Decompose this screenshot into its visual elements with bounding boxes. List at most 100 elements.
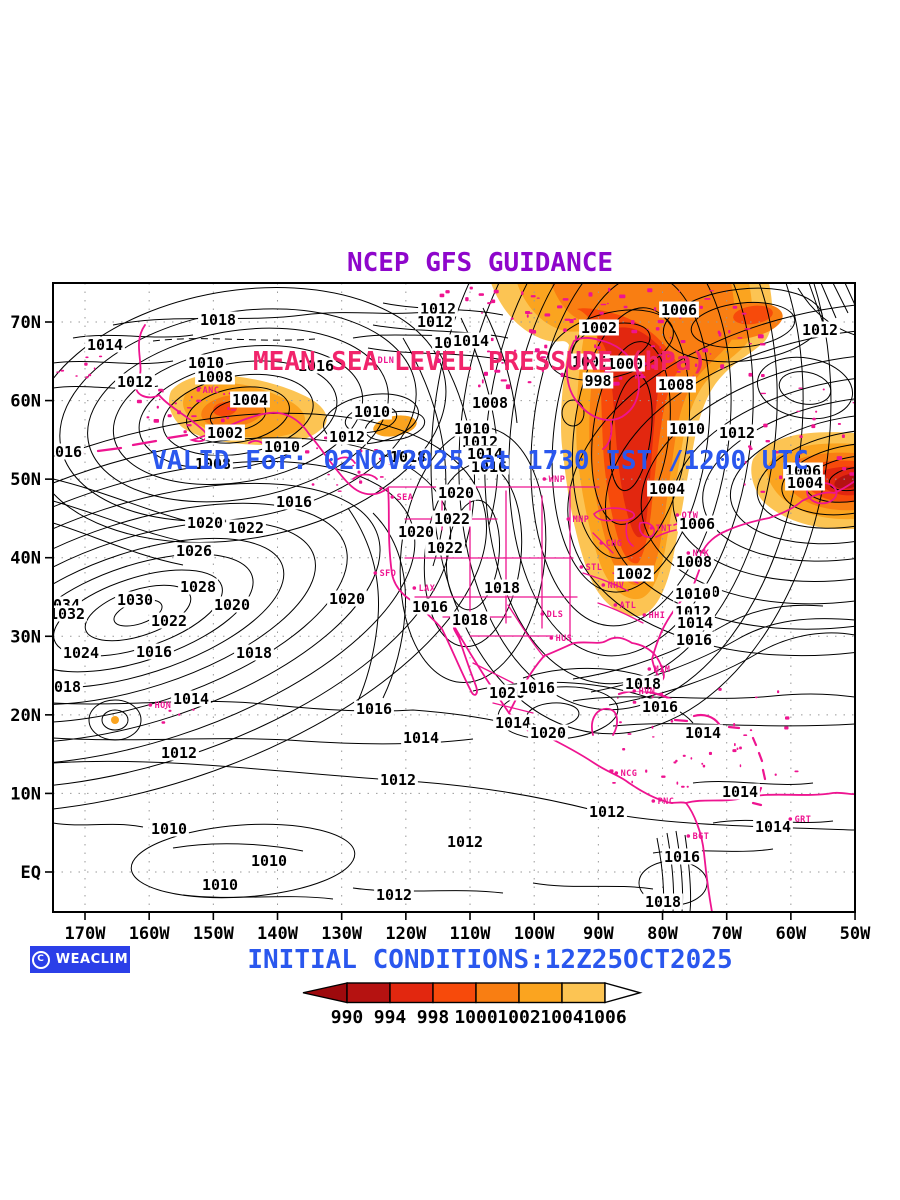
island-speckle [680,340,686,344]
colorbar-tick-label: 1006 [583,1007,626,1028]
isobar-label: 1018 [645,893,681,911]
island-speckle [811,424,816,429]
city-dot [686,834,691,838]
island-speckle [678,290,681,293]
city-dot [412,586,417,590]
island-speckle [655,327,660,331]
island-speckle [627,733,632,735]
isobar-label-box [234,644,274,661]
island-speckle [667,355,670,358]
isobar-label: 1014 [467,445,503,463]
island-speckle [530,295,536,298]
city-label: PNC [658,797,675,807]
valid-time: VALID For: 02NOV2025 at 1730 IST /1200 U… [151,446,809,476]
page-title: NCEP GFS GUIDANCE [346,248,614,278]
island-speckle [622,748,626,751]
isobar-label-box [61,644,101,661]
island-speckle [608,287,611,292]
isobar-label: 1012 [380,771,416,789]
island-speckle [749,343,752,345]
lat-tick-label: 40N [10,549,41,569]
island-speckle [702,764,706,768]
city-dot [579,565,584,569]
city-dot [599,541,604,545]
island-speckle [736,747,739,750]
island-speckle [734,743,736,747]
isobar-label-box [354,700,394,717]
city-label: NYK [693,549,710,559]
city-dot [196,388,201,392]
island-speckle [560,372,564,378]
island-speckle [522,355,525,360]
city-dot [148,703,153,707]
island-speckle [161,721,166,724]
island-speckle [681,785,685,788]
island-speckle [146,416,150,419]
city-label: SEA [397,493,414,503]
initial-conditions: INITIAL CONDITIONS:12Z25OCT2025 [247,945,733,975]
isobar-label: 1020 [329,590,365,608]
island-speckle [223,393,226,396]
isobar-label: 1010 [151,820,187,838]
island-speckle [164,708,167,710]
isobar-label: 1020 [187,514,223,532]
colorbar-segment [432,982,477,1004]
lon-tick-label: 140W [257,924,299,944]
island-speckle [613,381,620,386]
isobar-label: 1012 [802,321,838,339]
isobar-label-box [174,542,214,559]
isobar-label: 1016 [412,598,448,616]
island-speckle [158,398,161,401]
island-speckle [606,302,609,305]
logo-text: WEACLIM [55,952,129,967]
city-label: ATL [620,601,637,611]
isobar-label-box [115,373,155,390]
island-speckle [544,313,551,317]
isobar-label: 1022 [228,519,264,537]
island-speckle [647,288,653,293]
island-speckle [501,362,504,364]
island-speckle [732,305,738,309]
isobar-label: 1008 [472,394,508,412]
island-speckle [305,450,310,454]
island-speckle [168,709,172,712]
isobar-label-box [640,698,680,715]
isobar-label-box [274,493,314,510]
island-speckle [436,358,441,363]
isobar-label: 1026 [176,542,212,560]
island-speckle [226,416,230,420]
island-speckle [596,346,601,350]
isobar-label: 1016 [298,357,334,375]
city-dot [373,571,378,575]
island-speckle [327,473,330,476]
isobar-label: 998 [584,372,611,390]
isobar-label: 1010 [202,876,238,894]
island-speckle [653,307,657,311]
island-speckle [841,434,845,438]
isobar-label-box [785,474,825,491]
island-speckle [465,297,469,302]
island-speckle [316,447,319,450]
isobar-label-box [352,403,392,420]
island-speckle [836,456,843,460]
island-speckle [799,435,803,439]
island-speckle [657,354,664,356]
isobar-label: 1022 [434,510,470,528]
colorbar-segment [561,982,606,1004]
city-label: MIM [654,665,671,675]
lon-tick-label: 50W [840,924,871,944]
island-speckle [709,353,712,355]
isobar-label: 1012 [417,313,453,331]
island-speckle [379,476,384,478]
island-speckle [167,414,172,418]
island-speckle [564,318,571,321]
island-speckle [661,775,666,778]
island-speckle [759,343,766,346]
island-speckle [744,328,751,330]
lon-tick-label: 150W [193,924,235,944]
lon-tick-label: 100W [514,924,556,944]
isobar-label: 1028 [180,578,216,596]
city-dot [614,771,619,775]
isobar-label: 1010 [188,354,224,372]
island-speckle [763,423,768,428]
